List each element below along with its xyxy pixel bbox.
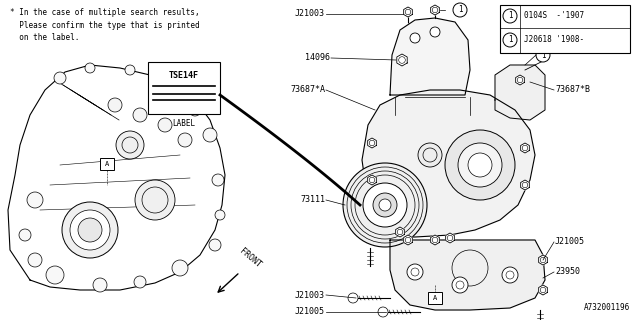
Circle shape (430, 27, 440, 37)
Text: 1: 1 (541, 51, 545, 60)
Polygon shape (521, 143, 529, 153)
Polygon shape (521, 180, 529, 190)
Circle shape (46, 266, 64, 284)
Text: J21005: J21005 (295, 308, 325, 316)
Polygon shape (431, 235, 439, 245)
Circle shape (379, 199, 391, 211)
Circle shape (125, 65, 135, 75)
Circle shape (407, 264, 423, 280)
Circle shape (503, 9, 517, 23)
Circle shape (108, 98, 122, 112)
Text: 73111: 73111 (300, 196, 325, 204)
Circle shape (452, 277, 468, 293)
Circle shape (78, 218, 102, 242)
Circle shape (19, 229, 31, 241)
Circle shape (343, 163, 427, 247)
Text: 1: 1 (458, 5, 462, 14)
Circle shape (363, 183, 407, 227)
Text: * In the case of multiple search results,
  Please confirm the type that is prin: * In the case of multiple search results… (10, 8, 200, 42)
Circle shape (135, 180, 175, 220)
Circle shape (468, 153, 492, 177)
Polygon shape (404, 235, 412, 245)
Circle shape (172, 260, 188, 276)
Circle shape (209, 239, 221, 251)
Bar (148, 62, 220, 114)
Text: A: A (433, 295, 437, 301)
Circle shape (158, 118, 172, 132)
Polygon shape (367, 175, 376, 185)
Circle shape (28, 253, 42, 267)
Polygon shape (539, 255, 547, 265)
Text: 1: 1 (508, 36, 512, 44)
Polygon shape (404, 7, 412, 17)
Circle shape (410, 33, 420, 43)
Text: J20618 '1908-: J20618 '1908- (524, 36, 584, 44)
Text: 14096: 14096 (305, 53, 330, 62)
Circle shape (116, 131, 144, 159)
Polygon shape (367, 138, 376, 148)
Polygon shape (445, 233, 454, 243)
Circle shape (212, 174, 224, 186)
Polygon shape (362, 90, 535, 237)
Circle shape (502, 267, 518, 283)
Text: FRONT: FRONT (238, 247, 263, 270)
Circle shape (165, 77, 175, 87)
Polygon shape (539, 285, 547, 295)
Text: TSE14F: TSE14F (169, 71, 199, 81)
Circle shape (189, 104, 201, 116)
Circle shape (348, 293, 358, 303)
Circle shape (62, 202, 118, 258)
Text: 1: 1 (508, 12, 512, 20)
Polygon shape (431, 5, 439, 15)
Circle shape (54, 72, 66, 84)
Circle shape (203, 128, 217, 142)
Circle shape (70, 210, 110, 250)
Text: 0104S  -'1907: 0104S -'1907 (524, 12, 584, 20)
Polygon shape (396, 227, 404, 237)
Text: J21003: J21003 (295, 10, 325, 19)
Circle shape (93, 278, 107, 292)
Circle shape (134, 276, 146, 288)
Circle shape (445, 130, 515, 200)
Text: A732001196: A732001196 (584, 303, 630, 312)
Circle shape (178, 133, 192, 147)
Circle shape (27, 192, 43, 208)
Polygon shape (390, 240, 545, 310)
Text: LABEL: LABEL (172, 119, 196, 129)
Polygon shape (495, 65, 545, 120)
Circle shape (133, 108, 147, 122)
Text: 73687*A: 73687*A (290, 85, 325, 94)
Circle shape (503, 33, 517, 47)
Polygon shape (390, 18, 470, 95)
Bar (428, 292, 442, 304)
Bar (100, 158, 114, 170)
Text: J21003: J21003 (295, 291, 325, 300)
Circle shape (373, 193, 397, 217)
Text: J21005: J21005 (555, 237, 585, 246)
Circle shape (418, 143, 442, 167)
Circle shape (458, 143, 502, 187)
Circle shape (453, 3, 467, 17)
Text: A: A (105, 161, 109, 167)
Text: 23950: 23950 (555, 268, 580, 276)
Circle shape (215, 210, 225, 220)
Circle shape (536, 48, 550, 62)
Polygon shape (516, 75, 524, 85)
Circle shape (85, 63, 95, 73)
Polygon shape (397, 54, 407, 66)
Circle shape (378, 307, 388, 317)
Text: 73687*B: 73687*B (555, 85, 590, 94)
Bar (500, 5, 630, 53)
